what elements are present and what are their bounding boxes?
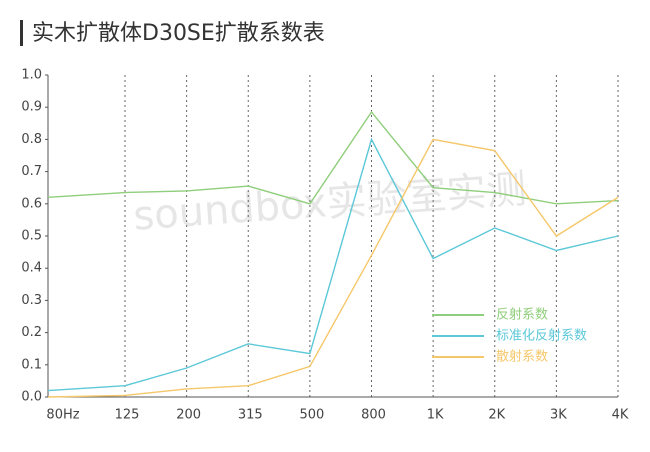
watermark: soundbox实验室实测 [132,166,528,239]
y-tick-label: 0.0 [21,390,42,405]
y-tick-label: 0.7 [21,164,42,179]
chart-title: 实木扩散体D30SE扩散系数表 [32,21,325,46]
y-tick-label: 0.8 [21,132,42,147]
x-tick-label: 4K [612,408,629,423]
legend-label: 反射系数 [496,307,548,323]
x-tick-label: 80Hz [46,408,79,423]
title-bar [20,20,23,46]
x-tick-label: 200 [176,408,201,423]
legend-label: 散射系数 [496,349,548,365]
y-tick-label: 0.5 [21,229,42,244]
y-tick-label: 0.6 [21,196,42,211]
legend-label: 标准化反射系数 [496,328,587,344]
x-tick-label: 1K [427,408,444,423]
y-tick-label: 0.9 [21,100,42,115]
y-tick-label: 0.2 [21,325,42,340]
y-tick-label: 0.3 [21,293,42,308]
x-tick-label: 315 [238,408,263,423]
x-tick-label: 3K [550,408,567,423]
y-tick-label: 0.1 [21,357,42,372]
y-tick-label: 0.4 [21,261,42,276]
series-line [47,110,619,205]
y-tick-label: 1.0 [21,68,42,83]
series-line [47,138,619,398]
series-line [47,137,619,392]
x-tick-label: 500 [299,408,324,423]
x-tick-label: 2K [488,408,505,423]
x-tick-label: 800 [361,408,386,423]
x-tick-label: 125 [115,408,140,423]
